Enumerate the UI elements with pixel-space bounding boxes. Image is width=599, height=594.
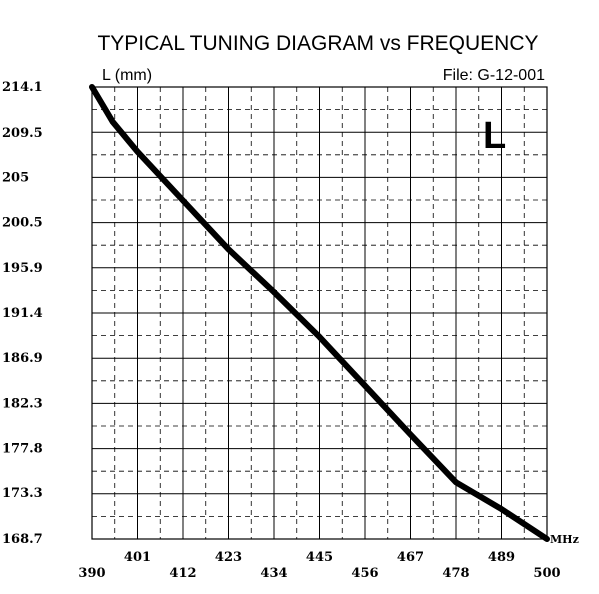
x-tick-label: 445 (306, 550, 333, 565)
y-axis-label: L (mm) (102, 67, 152, 84)
x-tick-label: 467 (397, 550, 424, 565)
series-line (89, 84, 550, 542)
y-tick-label: 182.3 (2, 397, 43, 412)
x-unit-label: MHz (550, 533, 579, 546)
y-tick-label: 173.3 (2, 486, 43, 501)
y-tick-label: 214.1 (2, 80, 43, 95)
chart-title: TYPICAL TUNING DIAGRAM vs FREQUENCY (97, 32, 538, 55)
x-tick-label: 434 (260, 566, 287, 581)
file-label: File: G-12-001 (443, 67, 545, 84)
x-tick-label: 478 (442, 566, 469, 581)
x-tick-label: 500 (533, 566, 560, 581)
x-tick-label: 412 (169, 566, 196, 581)
corner-mark: L (483, 115, 506, 157)
x-tick-label: 423 (215, 550, 242, 565)
plot-frame (91, 86, 548, 540)
x-tick-label: 401 (124, 550, 151, 565)
x-tick-label: 489 (488, 550, 515, 565)
y-tick-label: 177.8 (2, 441, 43, 456)
y-tick-label: 205 (2, 171, 29, 186)
y-tick-label: 209.5 (2, 126, 43, 141)
x-tick-label: 456 (351, 566, 378, 581)
y-tick-label: 168.7 (2, 532, 43, 547)
x-tick-label: 390 (78, 566, 105, 581)
y-tick-label: 200.5 (2, 215, 43, 230)
y-tick-labels: 214.1 209.5 205 200.5 195.9 191.4 186.9 182.3 17… (2, 80, 43, 547)
x-tick-labels: 390 412 434 456 478 500 401 423 445 467 489 (78, 550, 560, 581)
grid (92, 87, 547, 539)
y-tick-label: 191.4 (2, 306, 43, 321)
y-tick-label: 195.9 (2, 261, 43, 276)
y-tick-label: 186.9 (2, 351, 43, 366)
